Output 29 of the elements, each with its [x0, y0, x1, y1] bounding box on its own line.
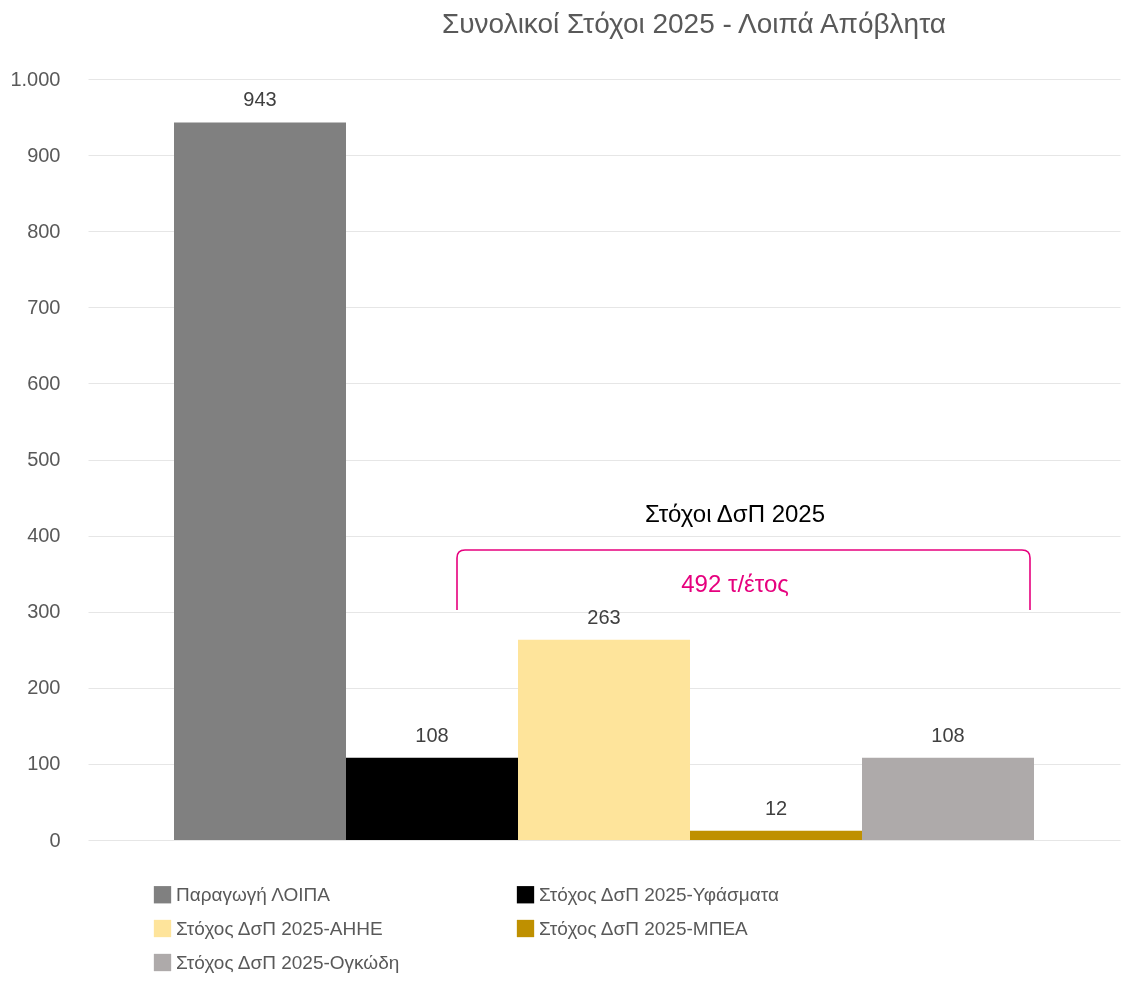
data-label: 263	[587, 605, 621, 628]
annotation: Στόχοι ΔσΠ 2025	[644, 500, 826, 527]
bar	[518, 639, 690, 840]
legend-label: Στόχος ΔσΠ 2025-Υφάσματα	[539, 883, 779, 905]
y-tick-label: 300	[27, 600, 61, 623]
y-tick-label: 900	[27, 143, 61, 166]
y-tick-label: 400	[27, 524, 61, 547]
y-tick-label: 600	[27, 371, 61, 394]
y-tick-label: 100	[27, 752, 61, 775]
bar	[862, 757, 1034, 840]
data-label: 108	[415, 723, 449, 746]
y-tick-label: 500	[27, 448, 61, 470]
bar	[174, 122, 346, 840]
y-tick-label: 800	[27, 219, 61, 242]
y-tick-label: 200	[27, 676, 61, 699]
chart-title: Συνολικοί Στόχοι 2025 - Λοιπά Απόβλητα	[441, 8, 947, 39]
y-tick-label: 700	[27, 295, 61, 318]
data-label: 12	[764, 796, 788, 819]
y-tick-label: 1.000	[10, 67, 61, 90]
annotation: 492 τ/έτος	[681, 570, 789, 597]
bar	[346, 757, 518, 840]
data-label: 943	[243, 88, 277, 111]
legend-label: Στόχος ΔσΠ 2025-ΑΗΗΕ	[176, 917, 383, 939]
legend-label: Παραγωγή ΛΟΙΠΑ	[176, 883, 331, 905]
data-label: 108	[931, 723, 965, 746]
legend-label: Στόχος ΔσΠ 2025-Ογκώδη	[176, 951, 400, 973]
legend-label: Στόχος ΔσΠ 2025-ΜΠΕΑ	[539, 917, 749, 939]
bar	[690, 830, 862, 840]
y-tick-label: 0	[49, 828, 61, 851]
